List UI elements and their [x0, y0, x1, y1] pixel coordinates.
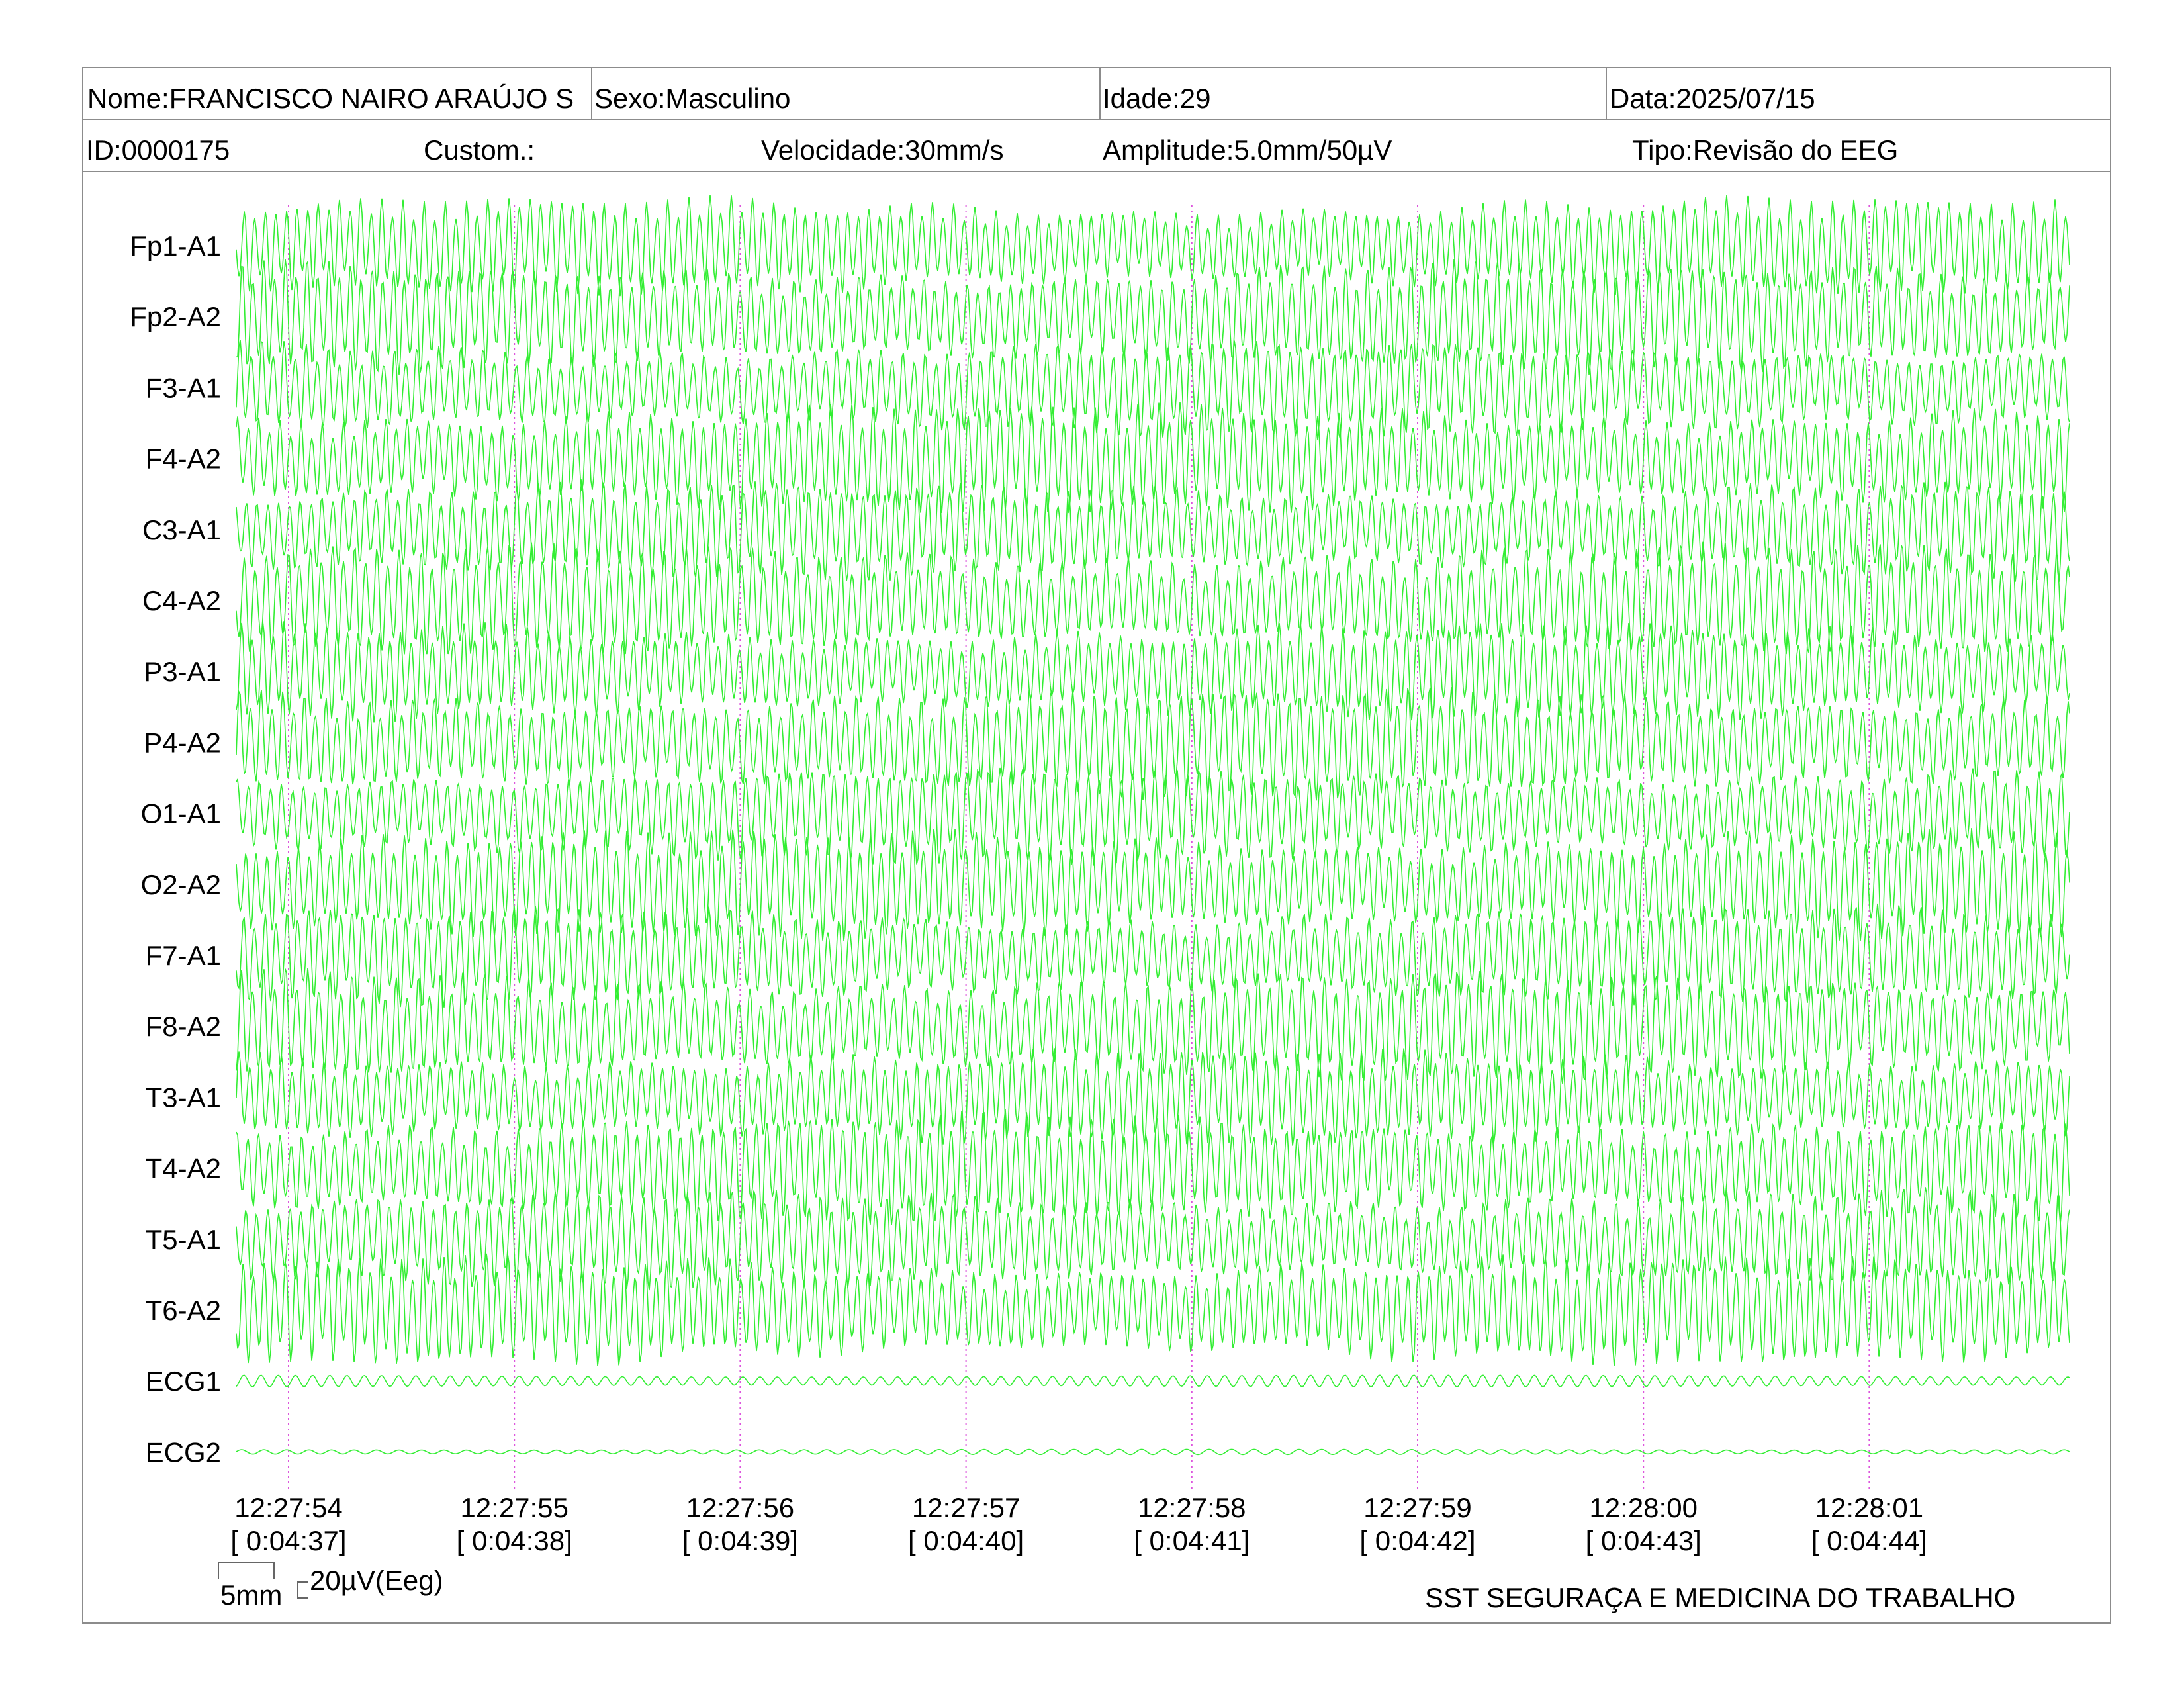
channel-trace	[236, 195, 2070, 297]
time-elapsed-label: [ 0:04:41]	[1134, 1525, 1250, 1556]
channel-trace	[236, 621, 2070, 723]
channel-label: T5-A1	[146, 1224, 221, 1255]
patient-age: Idade:29	[1103, 83, 1211, 114]
channel-trace	[236, 767, 2070, 866]
channel-trace	[236, 1448, 2070, 1456]
time-elapsed-label: [ 0:04:42]	[1359, 1525, 1475, 1556]
channel-trace	[236, 687, 2070, 801]
patient-name: Nome:FRANCISCO NAIRO ARAÚJO S	[87, 83, 574, 114]
time-elapsed-label: [ 0:04:43]	[1586, 1525, 1702, 1556]
channel-trace	[236, 827, 2070, 941]
channel-label: Fp2-A2	[130, 301, 221, 332]
time-clock-label: 12:27:59	[1363, 1492, 1472, 1523]
channel-trace	[236, 1374, 2070, 1388]
channel-label: P4-A2	[144, 727, 221, 758]
channel-trace	[236, 968, 2070, 1084]
channel-label: F4-A2	[146, 444, 221, 475]
patient-sex: Sexo:Masculino	[594, 83, 791, 114]
paper-speed: Velocidade:30mm/s	[761, 134, 1004, 165]
channel-label: T3-A1	[146, 1082, 221, 1113]
time-clock-label: 12:27:58	[1138, 1492, 1246, 1523]
time-clock-label: 12:27:57	[912, 1492, 1021, 1523]
time-clock-label: 12:27:54	[234, 1492, 343, 1523]
channel-label: F3-A1	[146, 372, 221, 403]
channel-label: O2-A2	[141, 869, 221, 900]
time-elapsed-label: [ 0:04:40]	[908, 1525, 1024, 1556]
channel-trace	[236, 541, 2070, 655]
channel-trace	[236, 402, 2070, 514]
header-cell-divider	[1099, 67, 1101, 120]
patient-id: ID:0000175	[86, 134, 230, 165]
custom-field: Custom.:	[424, 134, 535, 165]
channel-trace	[236, 1186, 2070, 1291]
exam-date: Data:2025/07/15	[1610, 83, 1815, 114]
channel-trace	[236, 1048, 2070, 1146]
channel-trace	[236, 259, 2070, 375]
time-clock-label: 12:27:56	[686, 1492, 795, 1523]
time-clock-label: 12:27:55	[460, 1492, 569, 1523]
channel-label: F8-A2	[146, 1011, 221, 1042]
channel-label: P3-A1	[144, 656, 221, 687]
channel-label: ECG1	[146, 1366, 221, 1397]
time-elapsed-label: [ 0:04:37]	[230, 1525, 346, 1556]
channel-label: T4-A2	[146, 1153, 221, 1184]
channel-trace	[236, 903, 2070, 1008]
amplitude-scale-bar-icon	[297, 1581, 308, 1599]
record-type: Tipo:Revisão do EEG	[1632, 134, 1899, 165]
amplitude-scale-label: 20µV(Eeg)	[310, 1565, 443, 1596]
channel-trace	[236, 1109, 2070, 1225]
time-scale-bar-icon	[218, 1562, 275, 1579]
report-frame	[82, 67, 2111, 1624]
channel-label: O1-A1	[141, 798, 221, 829]
header-divider	[82, 171, 2111, 172]
amplitude-setting: Amplitude:5.0mm/50µV	[1103, 134, 1392, 165]
channel-trace	[236, 479, 2070, 583]
channel-label: F7-A1	[146, 940, 221, 971]
header-cell-divider	[591, 67, 592, 120]
time-elapsed-label: [ 0:04:44]	[1811, 1525, 1927, 1556]
footer-organization: SST SEGURAÇA E MEDICINA DO TRABALHO	[1425, 1582, 2016, 1613]
channel-label: C4-A2	[142, 585, 221, 616]
channel-label: Fp1-A1	[130, 230, 221, 261]
time-elapsed-label: [ 0:04:39]	[682, 1525, 798, 1556]
channel-trace	[236, 340, 2070, 440]
time-scale-label: 5mm	[220, 1579, 283, 1611]
header-cell-divider	[1606, 67, 1607, 120]
channel-label: C3-A1	[142, 514, 221, 545]
channel-trace	[236, 1253, 2070, 1366]
channel-label: ECG2	[146, 1436, 221, 1468]
time-clock-label: 12:28:00	[1589, 1492, 1698, 1523]
header-divider	[82, 119, 2111, 120]
time-elapsed-label: [ 0:04:38]	[457, 1525, 572, 1556]
channel-label: T6-A2	[146, 1295, 221, 1326]
time-clock-label: 12:28:01	[1815, 1492, 1924, 1523]
